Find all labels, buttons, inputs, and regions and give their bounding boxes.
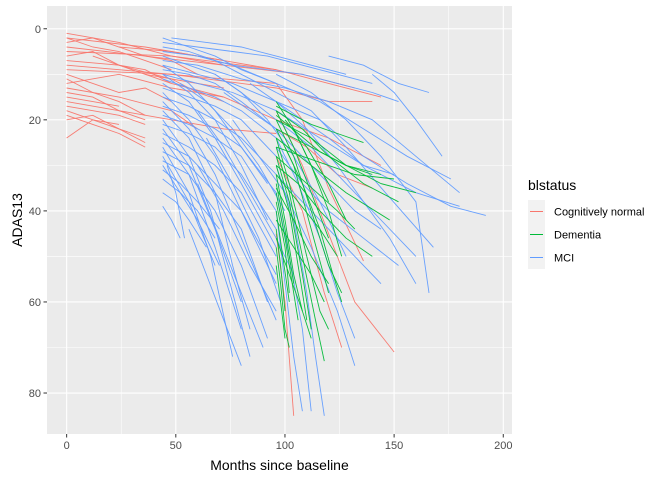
x-tick-label: 200 [494,440,512,452]
trajectory-line [275,165,373,257]
trajectory-line [66,114,146,139]
legend-title: blstatus [528,177,576,193]
trajectory-line [275,128,373,189]
trajectory-line [275,73,430,293]
trajectory-line [66,105,146,125]
trajectory-line [66,37,277,71]
trajectory-line [275,137,390,221]
trajectory-line [275,101,417,284]
trajectory-line [275,110,330,239]
x-axis: 0 50 100 150 200 [64,434,512,452]
trajectory-line [66,110,146,143]
x-tick-label: 150 [385,440,403,452]
trajectory-line [275,183,295,284]
trajectory-line [275,219,325,303]
trajectory-line [66,96,120,107]
trajectory-line [275,92,434,248]
trajectory-line [162,96,277,175]
x-tick-label: 100 [276,440,294,452]
y-tick-label: 60 [29,297,41,309]
trajectory-line [275,174,338,257]
y-tick-label: 80 [29,388,41,400]
trajectory-line [328,55,430,93]
y-tick-label: 20 [29,115,41,127]
trajectory-line [275,265,286,339]
trajectory-line [162,178,216,239]
trajectory-line [162,73,460,207]
trajectory-line [284,146,343,303]
trajectory-line [162,206,181,239]
trajectory-line [162,169,220,230]
trajectory-line [372,73,443,157]
trajectory-line [66,37,172,71]
trajectory-line [275,105,364,144]
trajectory-line [275,192,299,321]
y-tick-label: 0 [35,24,41,36]
plot-lines [66,32,486,416]
x-axis-title: Months since baseline [210,457,349,473]
trajectory-line [162,69,277,130]
trajectory-line [197,55,452,180]
y-tick-label: 40 [29,206,41,218]
trajectory-line [275,247,290,348]
trajectory-line [249,83,395,175]
trajectory-line [275,238,312,339]
trajectory-line [275,201,290,293]
trajectory-line [162,101,277,321]
trajectory-line [275,156,312,330]
y-axis: 0 20 40 60 80 [29,24,47,400]
trajectory-line [162,87,277,157]
trajectory-line [275,187,329,284]
legend: blstatus Cognitively normal Dementia MCI [528,177,644,269]
trajectory-line [162,114,277,212]
trajectory-line [275,146,325,362]
trajectory-line [162,151,268,303]
trajectory-line [162,41,373,84]
trajectory-line [275,174,303,312]
trajectory-line [179,83,286,212]
trajectory-line [276,146,395,180]
series-dementia [275,101,417,362]
trajectory-line [66,114,146,148]
trajectory-line [162,123,277,230]
trajectory-line [197,165,277,312]
trajectory-line [162,142,277,275]
trajectory-line [275,174,382,285]
trajectory-line [66,78,146,116]
legend-label-cognitively-normal: Cognitively normal [554,207,644,219]
y-axis-title: ADAS13 [9,193,25,247]
trajectory-line [118,46,198,75]
legend-label-dementia: Dementia [554,230,602,242]
trajectory-line [162,119,251,357]
trajectory-line [162,92,277,284]
x-tick-label: 0 [64,440,70,452]
trajectory-line [197,183,264,348]
trajectory-line [293,128,343,257]
trajectory-line [162,192,207,248]
trajectory-line [162,105,277,193]
trajectory-line [275,165,308,321]
trajectory-line [162,133,277,257]
trajectory-line [188,228,242,366]
trajectory-line [162,37,277,84]
trajectory-line [162,60,460,194]
trajectory-line [162,128,242,303]
trajectory-line [162,137,242,330]
trajectory-line [275,165,325,416]
trajectory-line [162,160,268,339]
legend-label-mci: MCI [554,253,574,265]
trajectory-line [162,78,277,139]
trajectory-line [66,87,198,130]
x-tick-label: 50 [170,440,182,452]
trajectory-line [171,37,347,75]
trajectory-line [145,73,224,103]
trajectory-line [206,137,282,303]
trajectory-line [66,69,373,103]
trajectory-line [166,165,185,239]
